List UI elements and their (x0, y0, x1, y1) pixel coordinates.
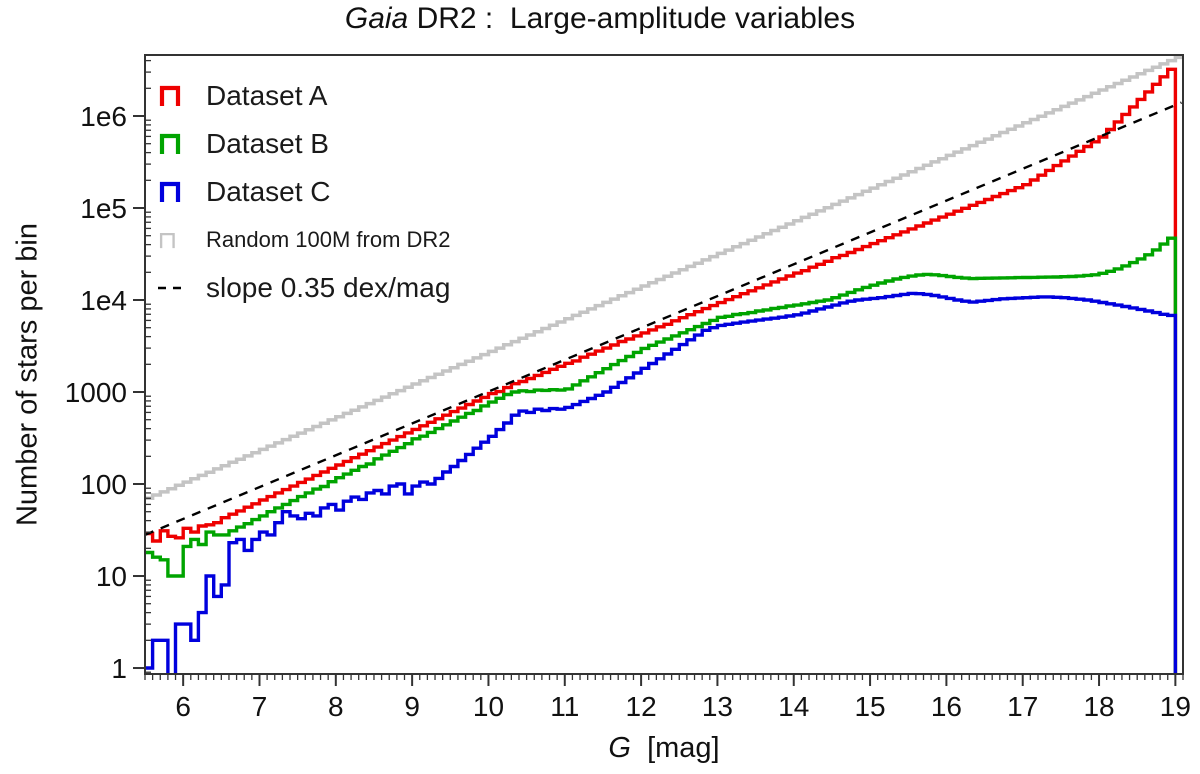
x-tick-label: 9 (404, 691, 420, 722)
y-tick-label: 1e5 (80, 193, 127, 224)
x-axis-label: G [mag] (145, 732, 1183, 765)
y-tick-label: 1 (111, 653, 127, 684)
series-dataset-b (145, 236, 1178, 675)
x-tick-label: 15 (854, 691, 885, 722)
y-axis-label: Number of stars per bin (11, 223, 44, 527)
step-histogram-swatch-icon (158, 84, 192, 108)
x-tick-label: 7 (252, 691, 268, 722)
y-tick-label: 1e6 (80, 101, 127, 132)
x-tick-label: 12 (626, 691, 657, 722)
x-tick-label: 10 (473, 691, 504, 722)
legend-label: Dataset C (206, 176, 331, 207)
tick-labels: 6 7 8 9 10 11 12 13 14 15 16 17 18 19 1 10 100 1000 1e4 1e5… (65, 101, 1191, 722)
legend: Dataset A Dataset B Dataset C Random 100M f… (158, 72, 451, 312)
series-dataset-a (145, 67, 1178, 675)
legend-label: Dataset A (206, 80, 328, 111)
plot-frame (144, 54, 1184, 675)
slope-reference-line (145, 101, 1182, 536)
legend-item-dataset-b: Dataset B (158, 120, 451, 168)
title-italic-part: Gaia (344, 2, 409, 35)
series-dataset-c (145, 291, 1178, 675)
dashed-line-swatch-icon (158, 278, 192, 298)
x-tick-label: 11 (550, 691, 579, 722)
legend-label: Dataset B (206, 128, 329, 159)
legend-item-dataset-a: Dataset A (158, 72, 451, 120)
legend-label: Random 100M from DR2 (206, 227, 451, 252)
y-tick-label: 100 (80, 469, 127, 500)
chart-title: Gaia DR2 : Large-amplitude variables (0, 2, 1200, 36)
y-tick-label: 1e4 (80, 285, 127, 316)
step-histogram-swatch-icon (158, 132, 192, 156)
legend-item-slope-0-35-dex-mag: slope 0.35 dex/mag (158, 264, 451, 312)
legend-label: slope 0.35 dex/mag (206, 272, 451, 303)
x-tick-label: 14 (778, 691, 809, 722)
histogram-curves (145, 55, 1183, 675)
y-tick-label: 1000 (65, 377, 127, 408)
x-label-italic: G (608, 732, 631, 764)
step-histogram-swatch-icon (158, 231, 192, 250)
step-histogram-swatch-icon (158, 180, 192, 204)
x-tick-label: 8 (328, 691, 344, 722)
x-tick-label: 6 (175, 691, 191, 722)
x-tick-label: 16 (931, 691, 962, 722)
x-tick-label: 18 (1083, 691, 1114, 722)
x-tick-label: 13 (702, 691, 733, 722)
x-tick-label: 19 (1160, 691, 1191, 722)
x-label-rest: [mag] (630, 732, 720, 764)
title-rest: DR2 : Large-amplitude variables (408, 2, 856, 35)
legend-item-dataset-c: Dataset C (158, 168, 451, 216)
y-tick-label: 10 (96, 561, 127, 592)
legend-item-random-100m-from-dr2: Random 100M from DR2 (158, 216, 451, 264)
series-random-100m-from-dr2 (145, 55, 1183, 501)
x-tick-label: 17 (1007, 691, 1038, 722)
